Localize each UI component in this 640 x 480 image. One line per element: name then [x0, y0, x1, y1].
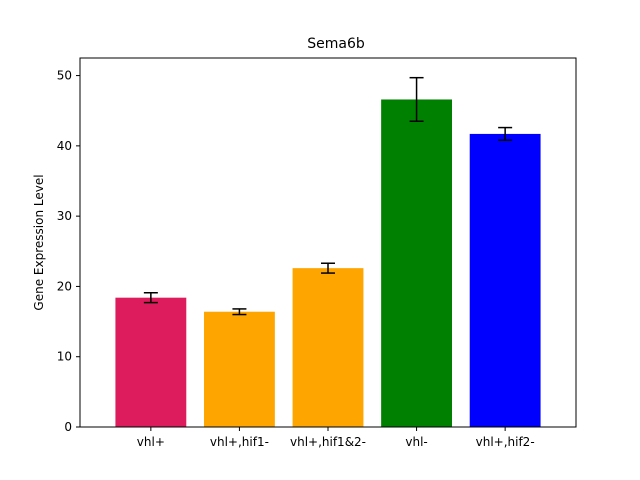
x-tick-label: vhl+,hif1- [210, 435, 269, 449]
y-axis-label: Gene Expression Level [32, 174, 46, 310]
x-tick-label: vhl- [405, 435, 427, 449]
y-tick-label: 30 [57, 209, 72, 223]
y-tick-label: 10 [57, 350, 72, 364]
y-axis: 0 10 20 30 40 50 [57, 69, 80, 434]
bars-group [115, 99, 541, 428]
chart-title: Sema6b [307, 36, 365, 52]
y-tick-label: 50 [57, 69, 72, 83]
x-tick-label: vhl+ [137, 435, 165, 449]
bar [469, 133, 541, 427]
bar [292, 268, 364, 427]
bar [381, 99, 452, 428]
y-tick-label: 40 [57, 139, 72, 153]
x-axis: vhl+ vhl+,hif1- vhl+,hif1&2- vhl-vhl+,hif2- [137, 427, 535, 449]
bar [204, 311, 275, 427]
x-tick-label: vhl+,hif2- [476, 435, 535, 449]
x-tick-label: vhl+,hif1&2- [290, 435, 366, 449]
bar [115, 297, 187, 427]
error-bars-group [143, 76, 513, 316]
y-tick-label: 20 [57, 279, 72, 293]
y-tick-label: 0 [64, 420, 72, 434]
